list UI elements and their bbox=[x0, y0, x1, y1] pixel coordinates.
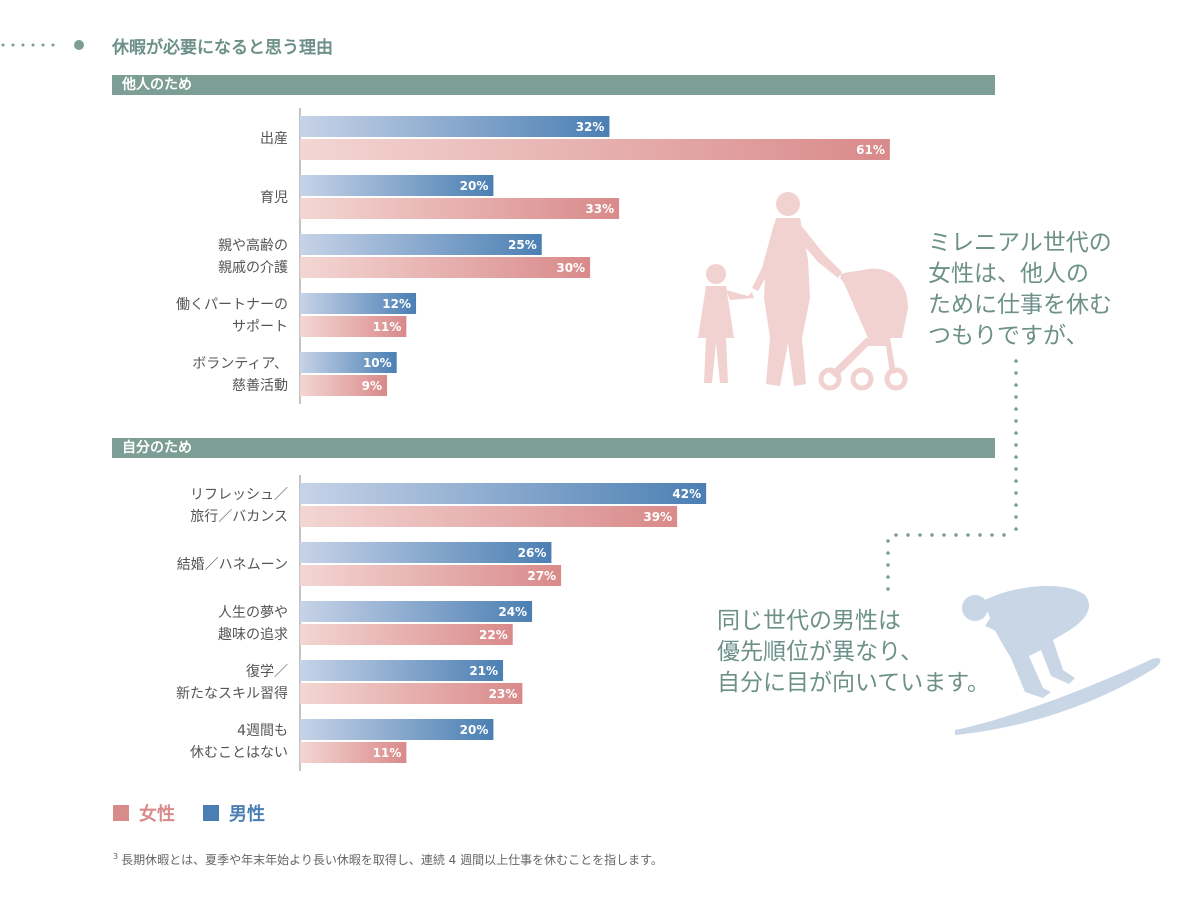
data-label-female: 39% bbox=[643, 510, 672, 524]
quote-men: 同じ世代の男性は 優先順位が異なり、 自分に目が向いています。 bbox=[717, 606, 990, 699]
category-label: 趣味の追求 bbox=[218, 627, 288, 643]
bar-female bbox=[300, 198, 620, 219]
data-label-male: 26% bbox=[518, 546, 547, 560]
quote-women: ミレニアル世代の 女性は、他人の ために仕事を休む つもりですが、 bbox=[928, 228, 1112, 352]
legend-swatch-female bbox=[113, 805, 129, 821]
category-label: 新たなスキル習得 bbox=[176, 685, 288, 702]
surfer-illustration bbox=[955, 585, 1161, 735]
bar-female bbox=[300, 139, 890, 160]
bar-male bbox=[300, 483, 707, 504]
quote-men-line: 同じ世代の男性は bbox=[717, 608, 901, 634]
data-label-female: 9% bbox=[362, 379, 382, 393]
category-label: リフレッシュ／ bbox=[190, 487, 288, 503]
category-label: ボランティア、 bbox=[192, 356, 288, 372]
data-label-male: 20% bbox=[460, 723, 489, 737]
quote-connector-dots bbox=[886, 359, 1018, 591]
data-label-female: 23% bbox=[489, 687, 518, 701]
bar-female bbox=[300, 257, 591, 278]
chart-title: 休暇が必要になると思う理由 bbox=[112, 38, 333, 58]
category-label: 4週間も bbox=[237, 723, 288, 739]
data-label-female: 11% bbox=[373, 746, 402, 760]
category-label: 慈善活動 bbox=[232, 378, 288, 394]
category-label: サポート bbox=[232, 319, 288, 335]
data-label-female: 27% bbox=[527, 569, 556, 583]
data-label-male: 20% bbox=[460, 179, 489, 193]
data-label-female: 22% bbox=[479, 628, 508, 642]
bar-male bbox=[300, 601, 533, 622]
category-label: 復学／ bbox=[246, 663, 288, 680]
quote-men-line: 自分に目が向いています。 bbox=[717, 670, 991, 696]
footnote: 3 長期休暇とは、夏季や年末年始より長い休暇を取得し、連続 4 週間以上仕事を休む… bbox=[113, 851, 663, 868]
data-label-male: 12% bbox=[382, 297, 411, 311]
category-label: 親戚の介護 bbox=[218, 260, 288, 276]
bar-female bbox=[300, 375, 388, 396]
quote-men-line: 優先順位が異なり、 bbox=[717, 639, 924, 665]
bar-female bbox=[300, 683, 523, 704]
bar-male bbox=[300, 175, 494, 196]
bar-male bbox=[300, 542, 552, 563]
quote-women-line: ために仕事を休む bbox=[928, 292, 1112, 318]
category-label: 人生の夢や bbox=[218, 605, 288, 621]
data-label-male: 24% bbox=[498, 605, 527, 619]
quote-women-line: 女性は、他人の bbox=[928, 261, 1089, 287]
data-label-female: 11% bbox=[373, 320, 402, 334]
bar-female bbox=[300, 316, 407, 337]
bar-female bbox=[300, 624, 513, 645]
bar-male bbox=[300, 352, 397, 373]
bar-male bbox=[300, 719, 494, 740]
quote-women-line: つもりですが、 bbox=[928, 323, 1089, 349]
legend-item-female: 女性 bbox=[113, 800, 175, 826]
data-label-male: 42% bbox=[672, 487, 701, 501]
data-label-female: 33% bbox=[585, 202, 614, 216]
category-label: 親や高齢の bbox=[218, 237, 288, 254]
bar-female bbox=[300, 565, 562, 586]
legend-label-male: 男性 bbox=[229, 804, 265, 825]
category-label: 働くパートナーの bbox=[176, 297, 288, 313]
category-label: 結婚／ハネムーン bbox=[177, 557, 288, 573]
category-label: 旅行／バカンス bbox=[190, 509, 288, 525]
data-label-male: 32% bbox=[576, 120, 605, 134]
data-label-male: 25% bbox=[508, 238, 537, 252]
legend-swatch-male bbox=[203, 805, 219, 821]
data-label-female: 30% bbox=[556, 261, 585, 275]
legend-item-male: 男性 bbox=[203, 800, 265, 826]
bar-female bbox=[300, 742, 407, 763]
bar-male bbox=[300, 660, 504, 681]
mother-child-stroller-illustration bbox=[698, 192, 908, 391]
category-label: 出産 bbox=[260, 131, 288, 147]
quote-women-line: ミレニアル世代の bbox=[928, 230, 1112, 256]
section-header-others: 他人のため bbox=[112, 75, 995, 95]
bar-female bbox=[300, 506, 678, 527]
footnote-mark: 3 bbox=[113, 852, 119, 861]
data-label-female: 61% bbox=[856, 143, 885, 157]
data-label-male: 21% bbox=[469, 664, 498, 678]
section-header-self: 自分のため bbox=[112, 438, 995, 458]
bar-male bbox=[300, 293, 417, 314]
bar-male bbox=[300, 116, 610, 137]
title-dots-decoration bbox=[1, 40, 84, 50]
data-label-male: 10% bbox=[363, 356, 392, 370]
chart-legend: 女性 男性 bbox=[113, 800, 265, 826]
legend-label-female: 女性 bbox=[139, 804, 175, 825]
category-label: 休むことはない bbox=[190, 745, 288, 761]
category-label: 育児 bbox=[260, 190, 288, 206]
footnote-text: 長期休暇とは、夏季や年末年始より長い休暇を取得し、連続 4 週間以上仕事を休むこ… bbox=[121, 853, 663, 867]
bar-male bbox=[300, 234, 542, 255]
